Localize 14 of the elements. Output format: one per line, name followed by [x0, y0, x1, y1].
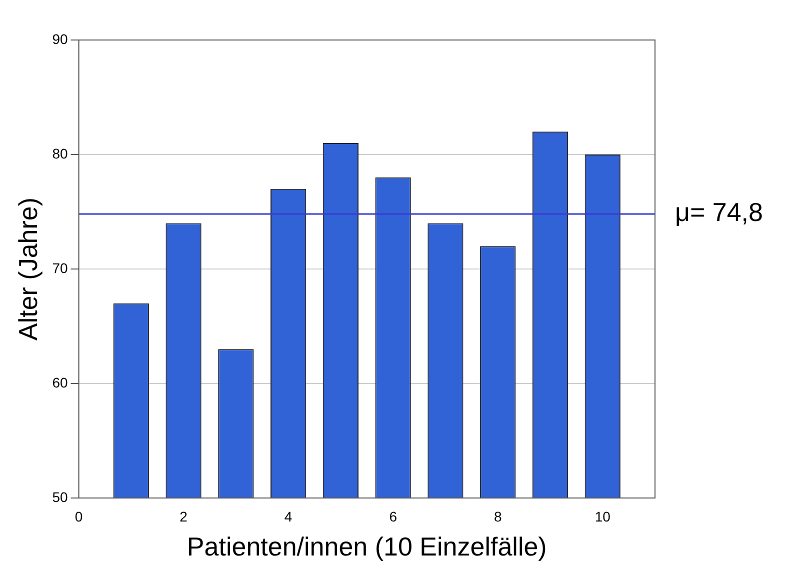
x-tick-label: 4: [284, 508, 292, 524]
y-tick-label: 70: [52, 260, 68, 276]
y-tick-label: 60: [52, 374, 68, 390]
y-tick-label: 50: [52, 488, 68, 505]
x-tick-label: 2: [180, 508, 188, 524]
y-tick-label: 80: [52, 145, 68, 162]
x-tick-label: 6: [389, 508, 398, 524]
y-tick-label: 90: [52, 30, 68, 47]
x-tick-label: 0: [74, 508, 83, 524]
ref-line-label: μ= 74,8: [675, 197, 763, 228]
x-tick-label: 8: [494, 508, 502, 524]
x-axis-title: Patienten/innen (10 Einzelfälle): [186, 532, 547, 562]
y-axis-title: Alter (Jahre): [12, 197, 43, 341]
x-tick-label: 10: [594, 508, 611, 524]
